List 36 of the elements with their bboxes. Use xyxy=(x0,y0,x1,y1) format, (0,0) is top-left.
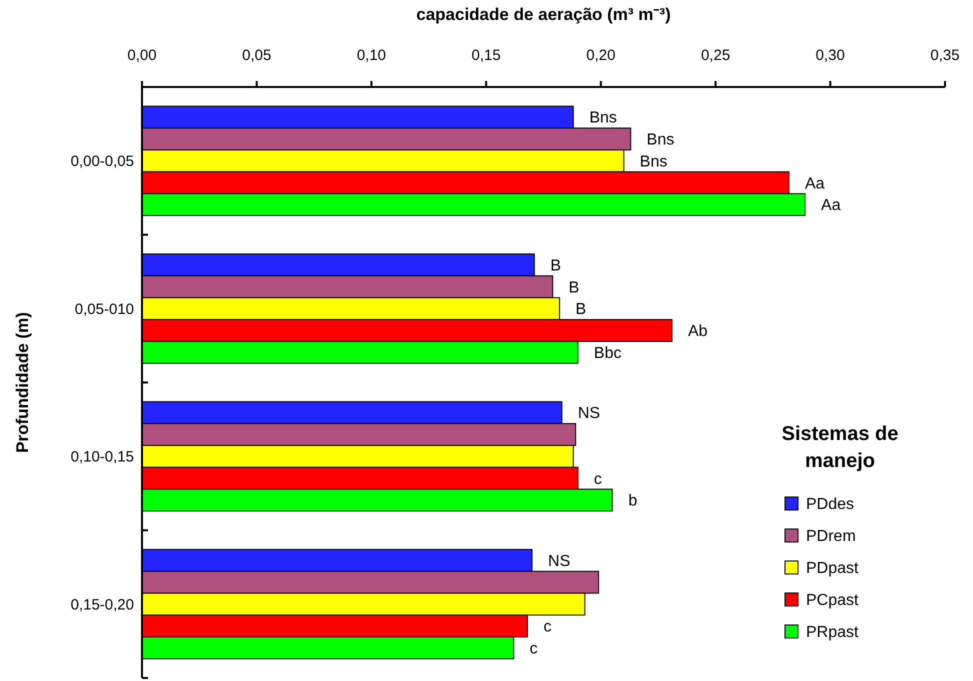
x-tick-label: 0,05 xyxy=(242,47,272,64)
data-label: Bns xyxy=(646,132,674,149)
data-label: B xyxy=(568,279,580,296)
x-tick-label: 0,25 xyxy=(700,47,730,64)
x-axis-title: capacidade de aeração (m³ m⁻³) xyxy=(416,5,671,24)
legend-label: PDdes xyxy=(806,496,854,514)
data-label: c xyxy=(530,640,538,658)
y-axis-title: Profundidade (m) xyxy=(13,312,32,453)
data-label: c xyxy=(594,470,602,488)
data-label: Bns xyxy=(640,153,668,170)
data-label: NS xyxy=(578,405,600,422)
data-label: NS xyxy=(548,552,570,570)
y-tick-label: 0,10-0,15 xyxy=(70,448,134,466)
y-tick-label: 0,15-0,20 xyxy=(70,596,134,614)
x-tick-label: 0,35 xyxy=(930,47,960,64)
data-label: Aa xyxy=(821,197,841,214)
data-label: Bbc xyxy=(594,344,622,362)
data-label: Aa xyxy=(804,175,825,192)
legend-label: PDpast xyxy=(806,560,860,578)
x-tick-label: 0,20 xyxy=(586,47,616,64)
data-label: b xyxy=(628,492,638,510)
data-label: Bns xyxy=(589,110,617,127)
x-tick-label: 0,10 xyxy=(356,47,386,64)
legend-label: PDrem xyxy=(806,528,856,546)
y-tick-label: 0,05-010 xyxy=(74,300,134,318)
x-tick-label: 0,15 xyxy=(472,47,501,64)
legend-label: PRpast xyxy=(806,624,860,642)
x-tick-label: 0,30 xyxy=(816,47,845,64)
x-tick-label: 0,00 xyxy=(127,47,157,64)
y-tick-label: 0,00-0,05 xyxy=(70,153,134,170)
legend-label: PCpast xyxy=(806,592,860,610)
legend-title: Sistemas de manejo xyxy=(782,423,898,472)
data-label: B xyxy=(550,257,561,274)
data-label: B xyxy=(576,301,586,318)
data-label: Ab xyxy=(688,323,708,340)
data-label: c xyxy=(543,618,552,636)
